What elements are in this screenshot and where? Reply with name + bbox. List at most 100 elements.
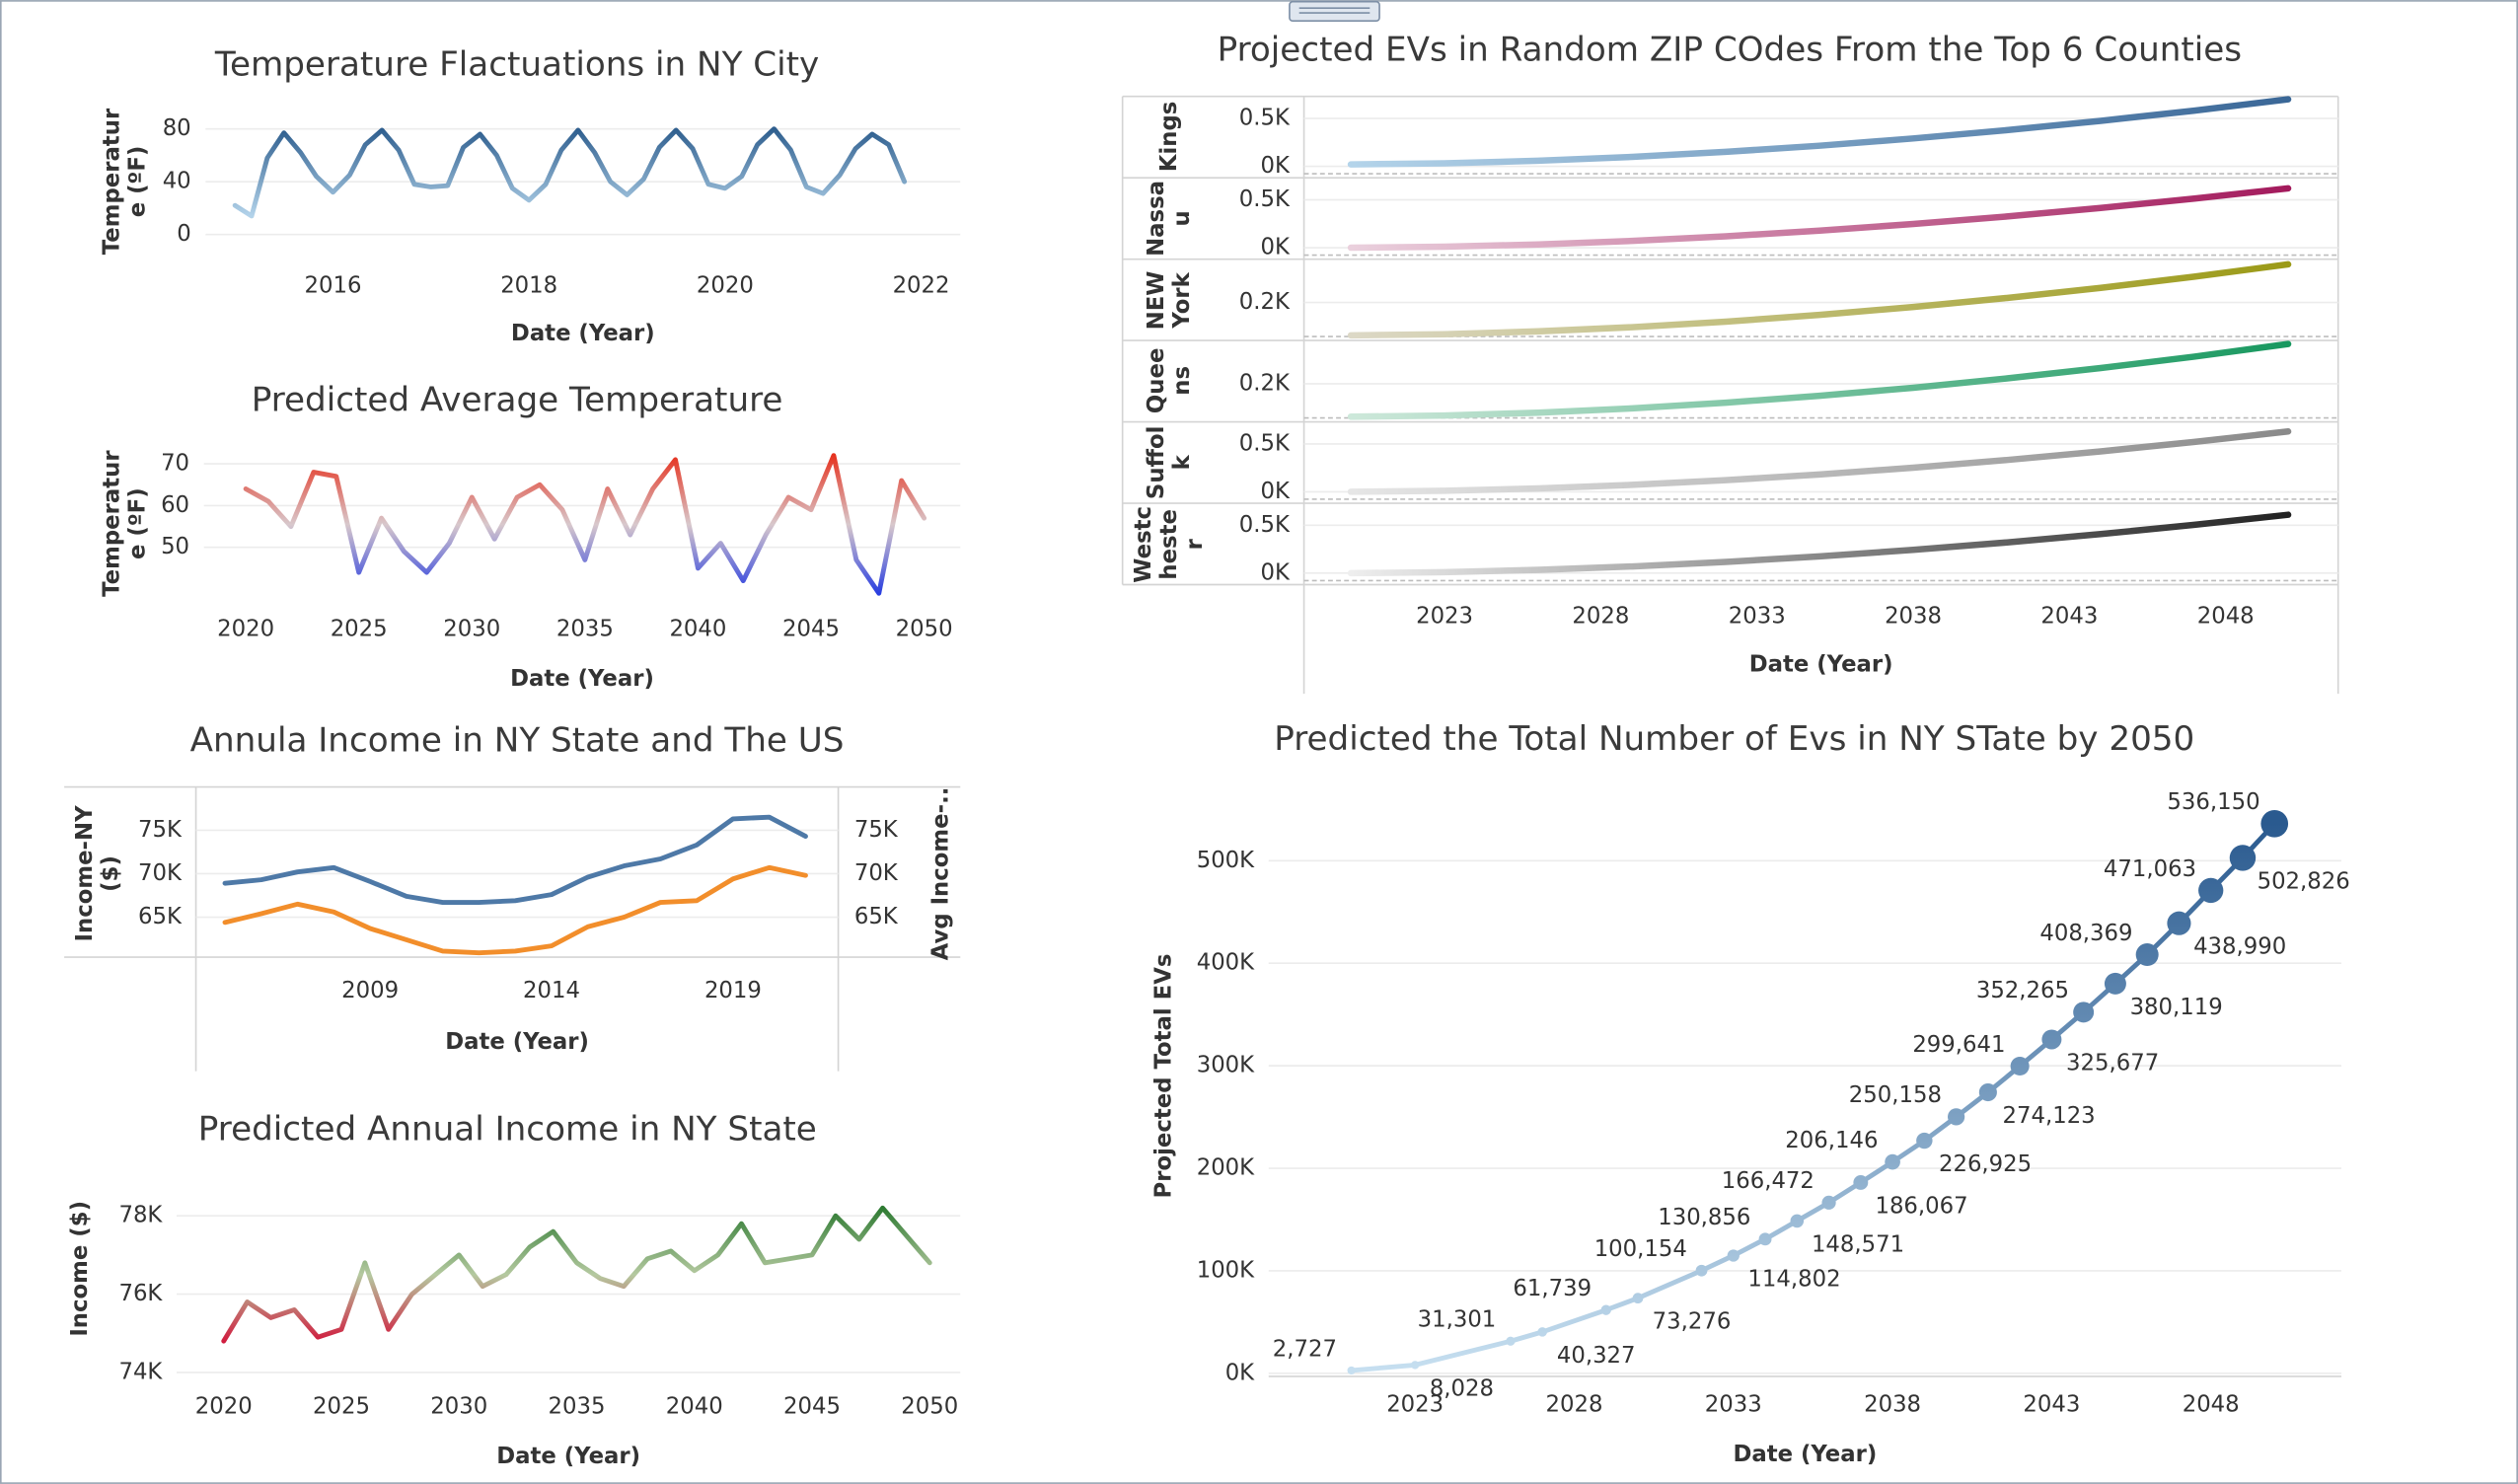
y-tick-label: 75K xyxy=(138,817,183,843)
line xyxy=(1347,96,2292,168)
data-label: 186,067 xyxy=(1875,1193,1967,1219)
line xyxy=(1347,185,2292,252)
y-tick-label: 0.2K xyxy=(1239,370,1291,396)
y-tick-label: 80 xyxy=(163,115,191,141)
point xyxy=(2073,1002,2095,1023)
axis-title-box: NEW York xyxy=(1143,269,1195,330)
y-tick-label: 60 xyxy=(161,492,189,518)
x-tick-label: 2035 xyxy=(556,617,614,642)
axis-title-box: Projected Total EVs xyxy=(1151,954,1177,1199)
y-tick-label: 100K xyxy=(1197,1257,1255,1283)
x-tick-label: 2014 xyxy=(523,978,580,1003)
line xyxy=(243,453,927,596)
x-tick-label: 2050 xyxy=(896,617,953,642)
data-label: 380,119 xyxy=(2130,995,2223,1020)
x-tick-label: 2050 xyxy=(901,1393,958,1419)
axis-title: Nassau xyxy=(1143,180,1195,257)
x-tick-label: 2016 xyxy=(305,272,362,298)
y-tick-label: 50 xyxy=(161,534,189,559)
chart-title: Predicted Annual Income in NY State xyxy=(198,1109,817,1149)
y-tick-label: 65K xyxy=(854,904,899,929)
x-axis-title: Date (Year) xyxy=(510,666,654,692)
axis-title: Avg Income-.. xyxy=(927,786,954,961)
x-tick-label: 2038 xyxy=(1885,604,1942,630)
y-tick-label: 70 xyxy=(161,451,189,477)
axis-title-box: Kings xyxy=(1155,102,1182,173)
x-axis-title: Date (Year) xyxy=(445,1029,589,1055)
y-tick-label: 500K xyxy=(1197,848,1255,873)
axis-title-box: Queens xyxy=(1143,348,1195,414)
data-label: 2,727 xyxy=(1273,1336,1337,1362)
axis-title: Income ($) xyxy=(67,1200,94,1337)
x-tick-label: 2020 xyxy=(217,617,274,642)
x-tick-label: 2048 xyxy=(2183,1392,2240,1418)
y-tick-label: 0.5K xyxy=(1239,430,1291,456)
y-tick-label: 0K xyxy=(1261,153,1291,179)
axis-title: Queens xyxy=(1143,348,1195,414)
line xyxy=(1347,428,2292,495)
axis-title-box: Suffolk xyxy=(1143,425,1195,500)
data-label: 148,571 xyxy=(1812,1231,1904,1257)
point xyxy=(1947,1108,1965,1126)
point xyxy=(2167,911,2191,935)
line xyxy=(1347,511,2292,577)
axis-title: NEW York xyxy=(1143,269,1195,330)
x-tick-label: 2028 xyxy=(1546,1392,1603,1418)
y-tick-label: 74K xyxy=(118,1359,163,1384)
x-tick-label: 2045 xyxy=(782,617,840,642)
data-label: 8,028 xyxy=(1430,1375,1494,1401)
data-label: 536,150 xyxy=(2167,789,2259,815)
data-label: 408,369 xyxy=(2039,921,2132,946)
point xyxy=(2104,972,2126,995)
y-tick-label: 0.2K xyxy=(1239,289,1291,315)
point xyxy=(1853,1175,1869,1190)
chart-title: Annula Income in NY State and The US xyxy=(190,721,845,761)
point xyxy=(2198,877,2224,904)
x-tick-label: 2023 xyxy=(1416,604,1473,630)
x-tick-label: 2020 xyxy=(697,272,754,298)
data-label: 166,472 xyxy=(1722,1168,1814,1194)
point xyxy=(1537,1327,1548,1337)
point xyxy=(1727,1249,1740,1262)
x-tick-label: 2035 xyxy=(549,1393,606,1419)
data-label: 325,677 xyxy=(2066,1050,2159,1076)
x-axis-title: Date (Year) xyxy=(1733,1442,1877,1467)
data-label: 226,925 xyxy=(1939,1151,2032,1177)
axis-title: Temperature (ºF) xyxy=(99,108,151,256)
y-tick-label: 65K xyxy=(138,904,183,929)
x-tick-label: 2038 xyxy=(1864,1392,1921,1418)
data-label: 40,327 xyxy=(1557,1343,1636,1369)
point xyxy=(1695,1264,1708,1277)
point xyxy=(1632,1293,1644,1304)
data-label: 61,739 xyxy=(1513,1276,1592,1301)
point xyxy=(2010,1056,2030,1076)
line xyxy=(222,814,808,905)
y-tick-label: 70K xyxy=(138,860,183,886)
point xyxy=(2041,1029,2062,1050)
drag-tab[interactable] xyxy=(1289,0,1380,23)
data-label: 206,146 xyxy=(1785,1128,1878,1153)
data-label: 352,265 xyxy=(1976,978,2069,1003)
x-tick-label: 2023 xyxy=(1386,1392,1444,1418)
data-label: 299,641 xyxy=(1912,1032,2005,1058)
x-tick-label: 2045 xyxy=(783,1393,841,1419)
x-axis-title: Date (Year) xyxy=(511,321,655,346)
x-tick-label: 2030 xyxy=(430,1393,487,1419)
x-tick-label: 2018 xyxy=(500,272,557,298)
axis-title-box: Westchester xyxy=(1131,505,1208,582)
axis-title: Temperature (ºF) xyxy=(99,450,151,597)
axis-title: Suffolk xyxy=(1143,425,1195,500)
x-tick-label: 2028 xyxy=(1572,604,1629,630)
x-tick-label: 2043 xyxy=(2040,604,2098,630)
point xyxy=(1506,1336,1516,1346)
axis-title: Income-NY ($) xyxy=(72,805,124,942)
chart-title: Projected EVs in Random ZIP COdes From t… xyxy=(1218,31,2243,70)
point xyxy=(2135,943,2159,967)
axis-title: Kings xyxy=(1155,102,1182,173)
y-tick-label: 0K xyxy=(1261,235,1291,260)
line xyxy=(1347,260,2292,339)
x-axis-title: Date (Year) xyxy=(496,1444,640,1469)
line xyxy=(1347,340,2292,420)
